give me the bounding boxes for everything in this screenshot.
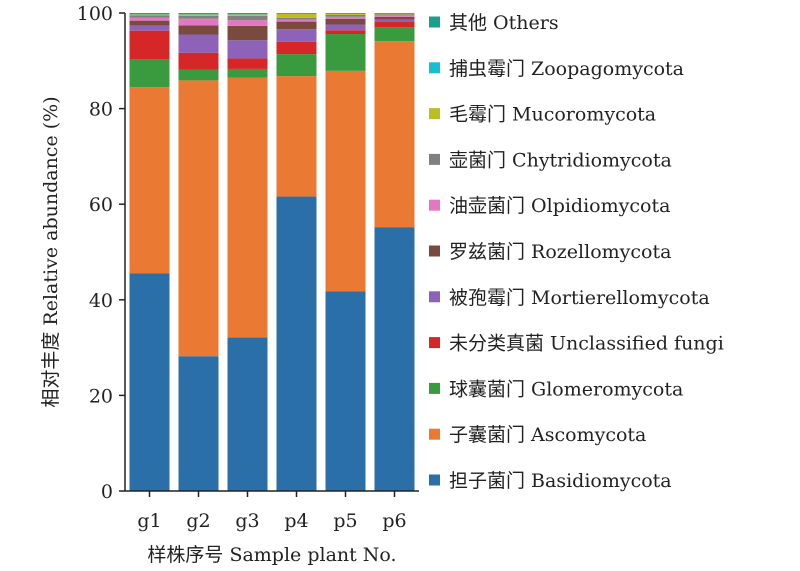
legend-label-0: 其他 Others [449,12,559,34]
bar-segment-p5-7 [325,14,366,17]
bar-segment-p6-1 [374,41,415,228]
y-axis-title: 相对丰度 Relative abundance (%) [40,96,62,407]
legend-label-9: 子囊菌门 Ascomycota [449,424,646,446]
bar-segment-g1-2 [129,59,170,88]
x-tick-label-p4: p4 [284,510,308,532]
bar-segment-p4-2 [276,54,317,77]
legend-label-7: 未分类真菌 Unclassified fungi [449,333,724,355]
legend-swatch-6 [429,291,440,303]
bar-segment-g1-10 [129,13,170,14]
bar-segment-p6-4 [374,19,415,22]
bar-segment-p4-1 [276,76,317,197]
legend-swatch-10 [429,474,440,486]
legend-swatch-7 [429,337,440,349]
bar-segment-p4-0 [276,196,317,492]
bar-segment-p4-4 [276,29,317,42]
legend: 其他 Others 捕虫霉门 Zoopagomycota 毛霉门 Mucoromyc… [429,12,724,492]
legend-swatch-3 [429,153,440,165]
x-tick-label-p5: p5 [333,510,357,532]
bar-segment-p6-7 [374,14,415,16]
bar-segment-g2-7 [178,15,219,19]
legend-swatch-9 [429,428,440,440]
axes-layer: 0 20 40 60 80 100 g1 g2 g3 p4 p5 p6 [77,3,419,532]
y-tick-label-40: 40 [89,290,113,312]
bar-segment-g3-8 [227,14,268,16]
bar-segment-p5-1 [325,70,366,292]
bar-segment-p6-0 [374,227,415,491]
x-tick-label-p6: p6 [382,510,406,532]
bar-segment-g2-1 [178,80,219,357]
legend-label-5: 罗兹菌门 Rozellomycota [449,241,671,263]
bar-segment-g2-3 [178,52,219,70]
bar-segment-p4-8 [276,13,317,18]
bar-segment-p5-5 [325,18,366,25]
bar-segment-p5-3 [325,30,366,35]
legend-swatch-4 [429,199,440,211]
bar-segment-g3-7 [227,15,268,21]
bar-segment-g2-10 [178,13,219,14]
bar-segment-g1-8 [129,14,170,16]
bar-segment-g3-10 [227,13,268,14]
bar-segment-g3-2 [227,68,268,78]
legend-label-6: 被孢霉门 Mortierellomycota [449,287,710,309]
legend-swatch-5 [429,245,440,257]
x-tick-label-g3: g3 [235,510,259,532]
x-axis-title: 样株序号 Sample plant No. [147,544,396,566]
y-tick-label-0: 0 [101,481,113,503]
legend-label-2: 毛霉门 Mucoromycota [449,104,656,126]
bar-segment-g1-1 [129,87,170,274]
bar-segment-p6-3 [374,21,415,28]
legend-swatch-0 [429,16,440,28]
bar-segment-p6-6 [374,15,415,17]
bar-segment-g2-6 [178,18,219,26]
bar-segment-p4-3 [276,41,317,55]
bar-segment-g1-0 [129,273,170,491]
bar-segment-p6-2 [374,27,415,42]
bar-segment-g3-4 [227,40,268,59]
bar-segment-g1-5 [129,20,170,26]
bar-segment-p5-0 [325,291,366,491]
legend-label-3: 壶菌门 Chytridiomycota [449,149,672,171]
x-tick-label-g1: g1 [137,510,161,532]
bar-segment-p5-8 [325,13,366,15]
legend-label-1: 捕虫霉门 Zoopagomycota [449,58,684,80]
y-tick-label-80: 80 [89,99,113,121]
y-tick-label-60: 60 [89,194,113,216]
y-tick-label-100: 100 [77,3,113,25]
y-tick-label-20: 20 [89,385,113,407]
x-tick-label-g2: g2 [186,510,210,532]
bar-segment-g3-5 [227,25,268,41]
bar-segment-p5-6 [325,16,366,19]
bar-segment-p4-7 [276,17,317,20]
bar-segment-g2-2 [178,69,219,81]
bar-segment-g1-4 [129,25,170,31]
bar-segment-g2-8 [178,14,219,16]
bar-segment-g3-6 [227,20,268,26]
bar-segment-p4-5 [276,21,317,30]
bar-segment-g3-3 [227,58,268,69]
bar-segment-g1-7 [129,15,170,18]
bars-layer [129,13,415,492]
bar-segment-g2-0 [178,356,219,491]
bar-segment-p4-6 [276,19,317,22]
bar-segment-p5-4 [325,24,366,31]
legend-swatch-8 [429,382,440,394]
bar-segment-g1-3 [129,30,170,60]
bar-segment-g2-4 [178,34,219,53]
bar-segment-g2-5 [178,25,219,35]
bar-segment-g1-6 [129,17,170,21]
bar-segment-p6-5 [374,16,415,20]
legend-swatch-1 [429,62,440,74]
legend-label-8: 球囊菌门 Glomeromycota [449,378,683,400]
bar-segment-g3-0 [227,337,268,491]
bar-segment-g3-1 [227,77,268,338]
legend-swatch-2 [429,108,440,120]
legend-label-10: 担子菌门 Basidiomycota [449,470,672,492]
bar-segment-p5-2 [325,34,366,71]
legend-label-4: 油壶菌门 Olpidiomycota [449,195,670,217]
